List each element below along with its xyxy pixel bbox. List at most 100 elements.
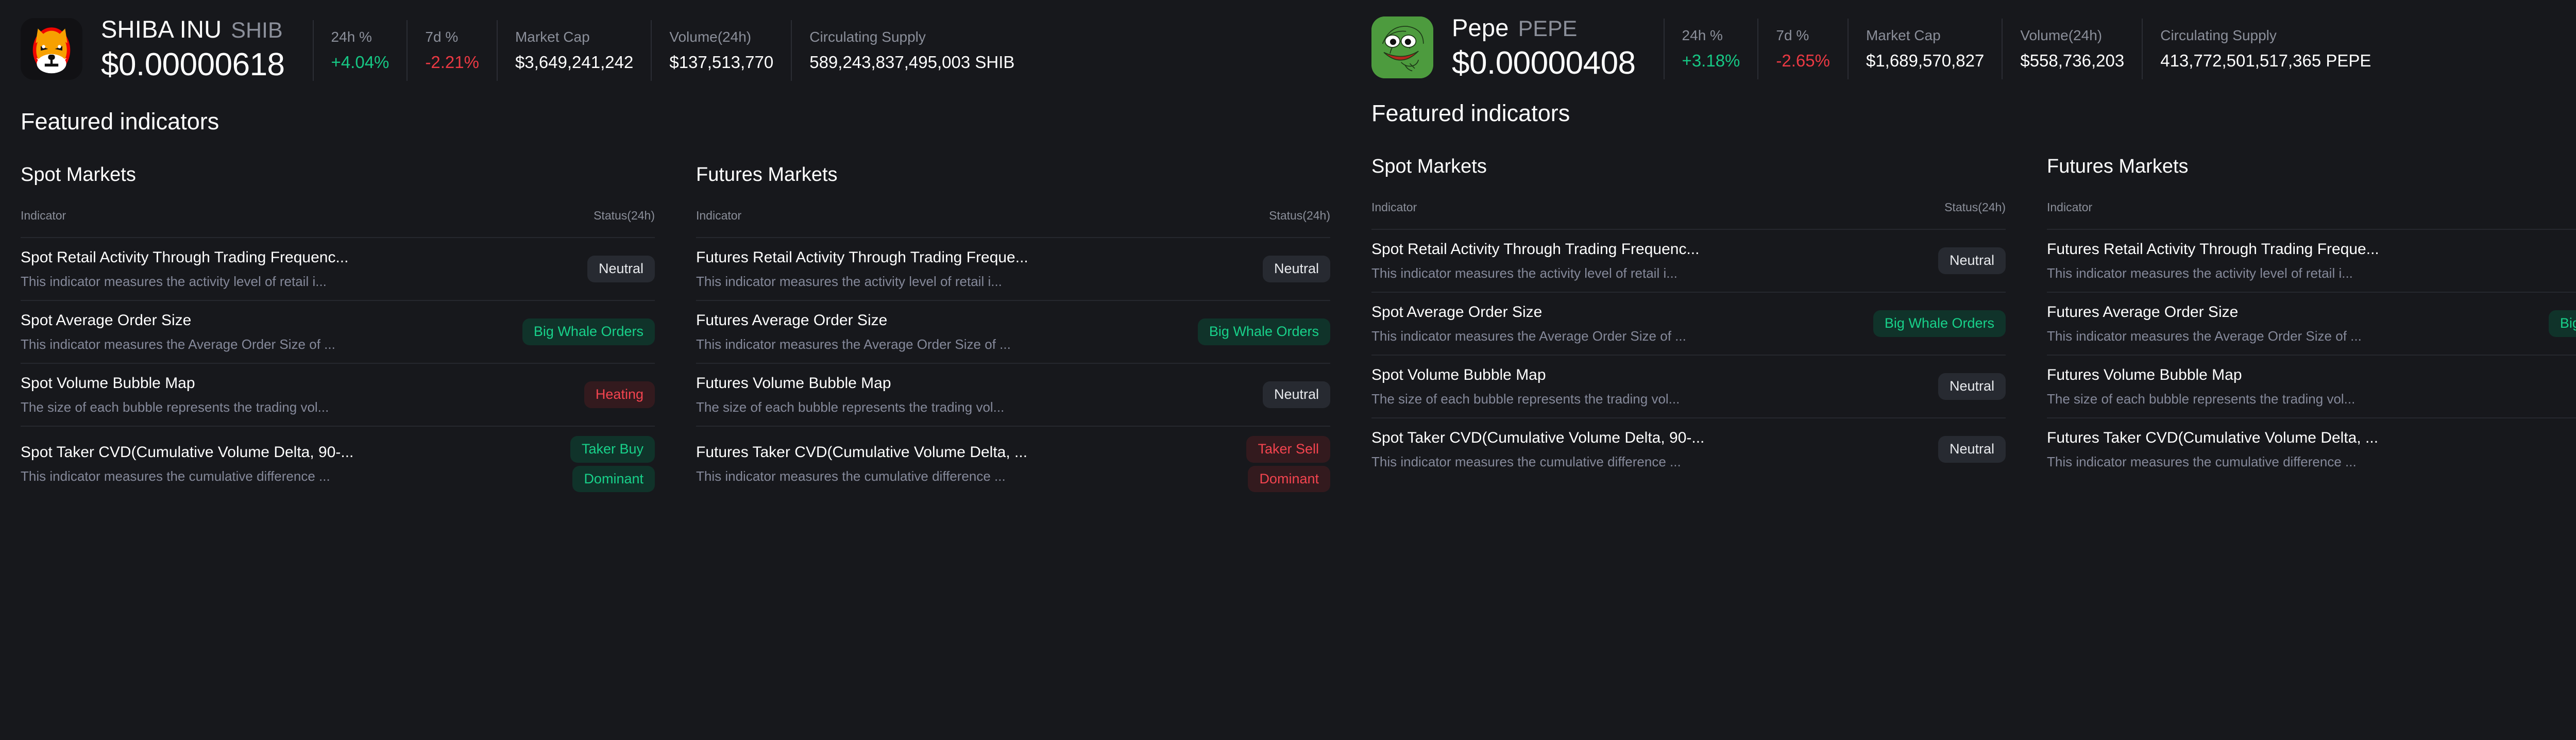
- indicator-description: This indicator measures the Average Orde…: [21, 336, 335, 352]
- indicator-title: Spot Taker CVD(Cumulative Volume Delta, …: [1371, 429, 1705, 446]
- indicator-row[interactable]: Spot Average Order Size This indicator me…: [1371, 292, 2006, 355]
- indicator-description: This indicator measures the Average Orde…: [1371, 328, 1686, 344]
- coin-title-block: Pepe PEPE $0.00000408: [1452, 13, 1636, 81]
- market-column-title: Futures Markets: [2047, 156, 2189, 177]
- indicator-text: Futures Volume Bubble Map The size of eac…: [696, 375, 1004, 415]
- stat-value: $137,513,770: [669, 53, 774, 72]
- indicator-row[interactable]: Futures Average Order Size This indicator…: [2047, 292, 2576, 355]
- column-header-indicator: Indicator: [696, 209, 742, 222]
- market-column-futures-markets: Futures Markets Indicator Status(24h) Futur…: [675, 164, 1351, 501]
- coin-panel-2: Pepe PEPE $0.00000408 24h % +3.18% 7d % -2.65%…: [1351, 0, 2576, 740]
- column-header-indicator: Indicator: [1371, 200, 1417, 214]
- indicator-text: Futures Taker CVD(Cumulative Volume Delt…: [696, 444, 1027, 484]
- stat-24h: 24h % +4.04%: [312, 20, 407, 81]
- coin-stats: 24h % +4.04% 7d % -2.21% Market Cap $3,649,24…: [312, 20, 1032, 81]
- column-header-indicator: Indicator: [21, 209, 66, 222]
- featured-indicators-title: Featured indicators: [21, 108, 219, 134]
- status-badges: Big Whale Orders: [2548, 310, 2576, 337]
- indicator-row[interactable]: Futures Retail Activity Through Trading …: [2047, 229, 2576, 292]
- status-badges: Neutral: [1938, 436, 2006, 463]
- indicator-title: Futures Retail Activity Through Trading …: [696, 248, 1028, 266]
- stat-volume-24h: Volume(24h) $137,513,770: [651, 20, 791, 81]
- indicator-description: This indicator measures the cumulative d…: [1371, 453, 1681, 469]
- stat-value: +4.04%: [331, 53, 389, 72]
- indicator-row[interactable]: Futures Taker CVD(Cumulative Volume Delt…: [696, 426, 1330, 501]
- status-badges: Neutral: [587, 256, 655, 282]
- stat-label: Volume(24h): [2020, 27, 2103, 43]
- stat-value: +3.18%: [1682, 51, 1740, 70]
- status-badges: Taker Buy Dominant: [570, 436, 655, 493]
- coin-symbol: PEPE: [1518, 16, 1578, 41]
- indicator-description: This indicator measures the activity lev…: [696, 273, 1002, 289]
- coin-stats: 24h % +3.18% 7d % -2.65% Market Cap $1,689,57…: [1663, 19, 2389, 79]
- indicator-row[interactable]: Spot Taker CVD(Cumulative Volume Delta, …: [1371, 417, 2006, 480]
- indicator-text: Spot Taker CVD(Cumulative Volume Delta, …: [21, 444, 353, 484]
- indicator-title: Spot Taker CVD(Cumulative Volume Delta, …: [21, 444, 354, 461]
- indicator-description: The size of each bubble represents the t…: [21, 399, 329, 415]
- indicator-row[interactable]: Spot Retail Activity Through Trading Fre…: [1371, 229, 2006, 292]
- pepe-logo-icon: [1371, 16, 1433, 78]
- status-badge: Neutral: [1262, 381, 1330, 408]
- status-badges: Big Whale Orders: [522, 318, 655, 345]
- indicator-row[interactable]: Spot Volume Bubble Map The size of each b…: [21, 363, 655, 426]
- indicator-text: Spot Volume Bubble Map The size of each b…: [21, 375, 329, 415]
- stat-market-cap: Market Cap $3,649,241,242: [496, 20, 651, 81]
- indicator-row[interactable]: Spot Taker CVD(Cumulative Volume Delta, …: [21, 426, 655, 501]
- pepe-logo-icon: [1371, 16, 1433, 78]
- indicator-title: Futures Volume Bubble Map: [696, 374, 891, 392]
- indicator-text: Futures Volume Bubble Map The size of eac…: [2047, 366, 2355, 407]
- indicator-description: This indicator measures the Average Orde…: [696, 336, 1011, 352]
- coin-title-block: SHIBA INU SHIB $0.00000618: [101, 15, 285, 83]
- indicator-text: Spot Volume Bubble Map The size of each b…: [1371, 366, 1680, 407]
- indicator-title: Futures Volume Bubble Map: [2047, 366, 2242, 383]
- indicator-row[interactable]: Spot Volume Bubble Map The size of each b…: [1371, 355, 2006, 417]
- stat-label: Market Cap: [1866, 27, 1941, 43]
- featured-indicators-title: Featured indicators: [1371, 100, 1570, 126]
- status-badges: Neutral: [1938, 373, 2006, 400]
- stat-7d: 7d % -2.21%: [406, 20, 497, 81]
- indicator-description: This indicator measures the activity lev…: [21, 273, 327, 289]
- indicator-text: Spot Average Order Size This indicator me…: [21, 312, 335, 352]
- stat-7d: 7d % -2.65%: [1757, 19, 1848, 79]
- column-header-status: Status(24h): [594, 209, 655, 222]
- stat-value: 589,243,837,495,003 SHIB: [809, 53, 1015, 72]
- market-column-spot-markets: Spot Markets Indicator Status(24h) Spot Ret…: [1351, 156, 2026, 480]
- column-header-status: Status(24h): [1269, 209, 1330, 222]
- coin-name-row: Pepe PEPE: [1452, 13, 1636, 42]
- column-header-row: Indicator Status(24h): [696, 209, 1330, 237]
- status-badge: Big Whale Orders: [1873, 310, 2006, 337]
- indicator-title: Futures Average Order Size: [696, 311, 888, 329]
- indicator-title: Spot Retail Activity Through Trading Fre…: [1371, 240, 1700, 258]
- indicator-row[interactable]: Futures Taker CVD(Cumulative Volume Delt…: [2047, 417, 2576, 480]
- status-badge: Taker Buy: [570, 436, 655, 463]
- stat-volume-24h: Volume(24h) $558,736,203: [2002, 19, 2142, 79]
- indicator-row[interactable]: Spot Average Order Size This indicator me…: [21, 300, 655, 363]
- indicator-row[interactable]: Futures Retail Activity Through Trading …: [696, 237, 1330, 300]
- stat-label: 7d %: [1776, 27, 1809, 43]
- indicator-row[interactable]: Futures Volume Bubble Map The size of eac…: [696, 363, 1330, 426]
- column-header-status: Status(24h): [1944, 200, 2006, 214]
- indicator-description: This indicator measures the cumulative d…: [2047, 453, 2357, 469]
- market-column-futures-markets: Futures MarketsIndicatorStatus(24h)Futur…: [2026, 156, 2576, 480]
- indicator-description: The size of each bubble represents the t…: [2047, 391, 2355, 407]
- indicator-row[interactable]: Spot Retail Activity Through Trading Fre…: [21, 237, 655, 300]
- market-column-title: Futures Markets: [696, 164, 838, 186]
- stat-label: 24h %: [331, 29, 372, 45]
- indicator-row[interactable]: Futures Average Order Size This indicator…: [696, 300, 1330, 363]
- column-header-row: Indicator Status(24h): [21, 209, 655, 237]
- stat-24h: 24h % +3.18%: [1663, 19, 1758, 79]
- column-header-indicator: Indicator: [2047, 200, 2093, 214]
- stat-value: -2.21%: [425, 53, 479, 72]
- column-header-row: Indicator Status(24h): [1371, 200, 2006, 229]
- stat-value: 413,772,501,517,365 PEPE: [2160, 51, 2371, 70]
- indicator-title: Futures Taker CVD(Cumulative Volume Delt…: [696, 444, 1028, 461]
- status-badge: Dominant: [572, 465, 655, 493]
- indicator-description: This indicator measures the activity lev…: [2047, 265, 2353, 281]
- indicator-columns: Spot Markets Indicator Status(24h) Spot Ret…: [1351, 156, 2576, 480]
- indicator-title: Spot Retail Activity Through Trading Fre…: [21, 248, 349, 266]
- indicator-row[interactable]: Futures Volume Bubble Map The size of eac…: [2047, 355, 2576, 417]
- coin-header: Pepe PEPE $0.00000408 24h % +3.18% 7d % -2.65%…: [1351, 0, 2576, 95]
- indicator-description: This indicator measures the cumulative d…: [696, 468, 1006, 484]
- status-badge: Big Whale Orders: [2548, 310, 2576, 337]
